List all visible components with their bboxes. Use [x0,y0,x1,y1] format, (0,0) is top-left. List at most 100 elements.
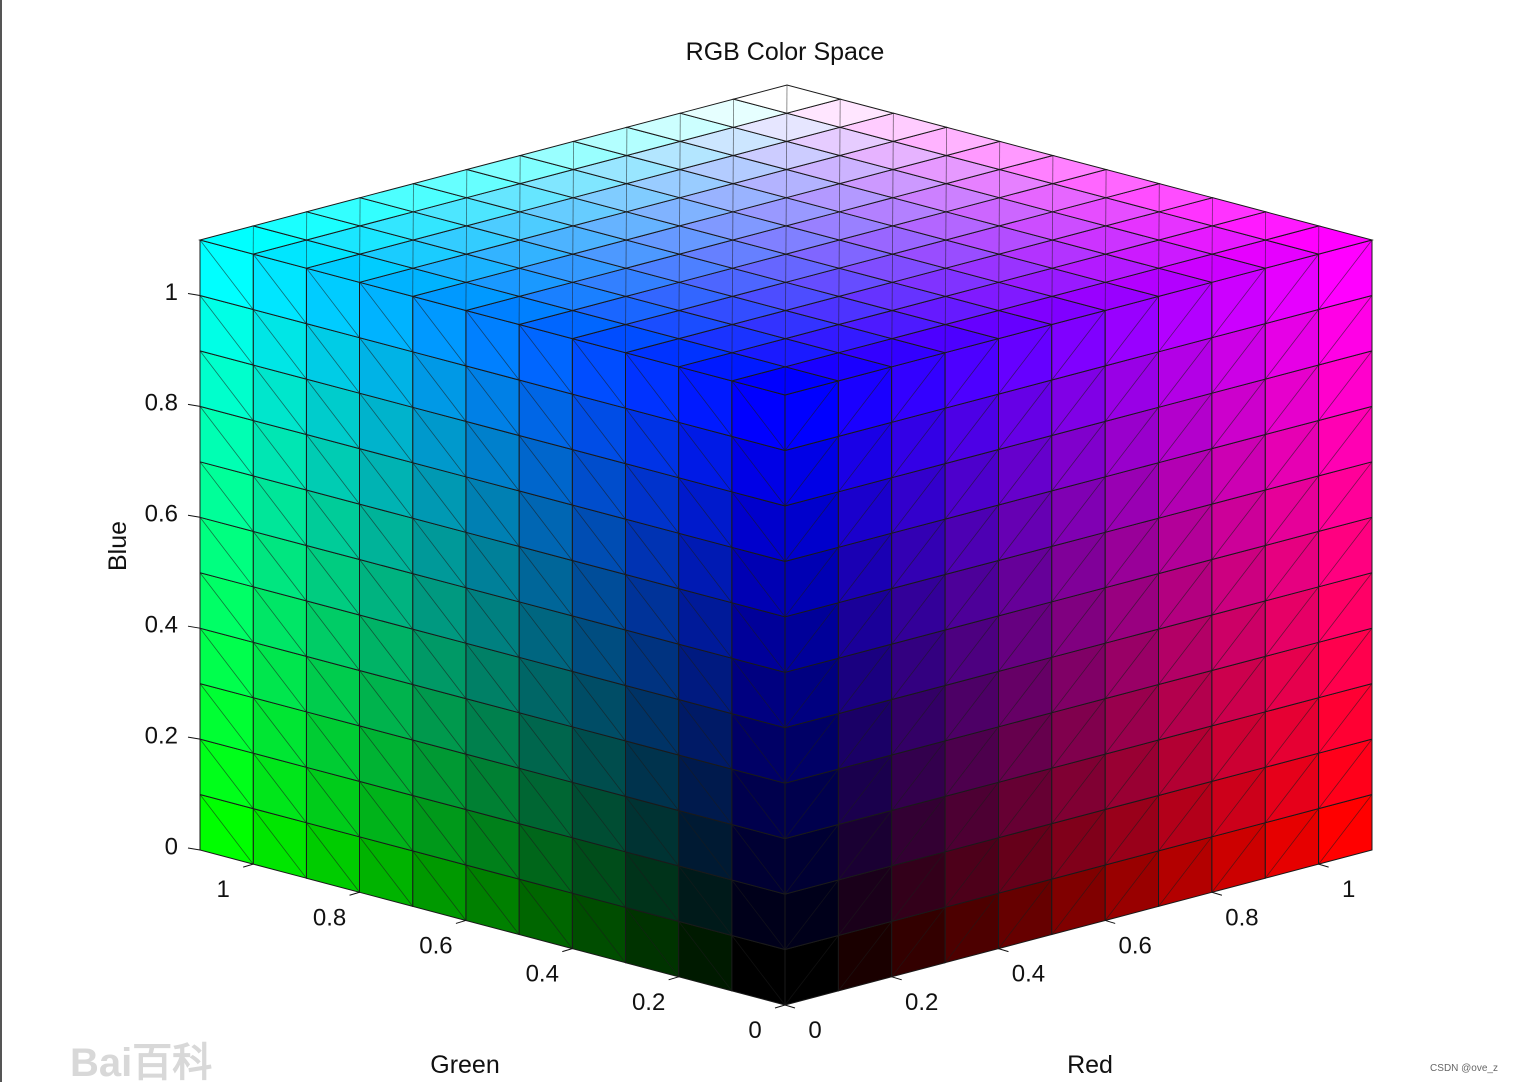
cell-diagonal [944,504,999,575]
cell-diagonal [731,879,786,950]
cell-diagonal [998,601,1053,672]
cell-diagonal [731,824,786,895]
cell-diagonal [199,517,254,588]
cell-diagonal [784,824,839,895]
cell-diagonal [199,461,254,532]
cell-diagonal [518,712,573,783]
cell-diagonal [838,754,893,825]
cell-diagonal [306,489,360,560]
cell-diagonal [838,422,893,493]
z-tick-label: 0.2 [145,722,178,749]
cell-diagonal [998,767,1053,838]
cell-diagonal [359,614,414,685]
cell-diagonal [465,476,520,547]
cell-diagonal [412,462,467,533]
cell-diagonal [1158,614,1213,685]
x-tick-mark [1211,891,1223,896]
y-tick-mark [562,948,573,953]
cell-diagonal [1051,809,1106,880]
y-tick-mark [349,891,360,896]
cell-diagonal [1318,406,1373,477]
cell-diagonal [784,768,839,839]
cell-diagonal [465,532,520,603]
cell-diagonal [1264,586,1319,657]
cell-diagonal [1211,489,1266,560]
cell-diagonal [891,463,946,534]
cell-diagonal [784,436,839,507]
cell-diagonal [465,365,520,436]
z-tick-label: 0.4 [145,612,178,639]
cell-diagonal [465,809,520,880]
cell-diagonal [412,684,467,755]
cell-diagonal [1264,752,1319,823]
cell-diagonal [1104,296,1159,367]
cell-diagonal [784,713,839,784]
cell-diagonal [412,296,467,367]
cell-diagonal [678,810,733,881]
cell-diagonal [1158,503,1213,574]
cell-diagonal [731,657,786,728]
cell-diagonal [998,490,1053,561]
cell-diagonal [252,253,307,324]
cell-diagonal [891,740,946,811]
cell-diagonal [1318,295,1373,366]
cell-diagonal [1264,475,1319,546]
cell-diagonal [784,602,839,673]
cell-diagonal [412,850,467,921]
cell-diagonal [998,435,1053,506]
cell-diagonal [1318,794,1373,865]
cell-diagonal [891,851,946,922]
cell-diagonal [252,364,307,435]
cell-diagonal [1051,532,1106,603]
cell-diagonal [1211,378,1266,449]
cell-diagonal [625,685,679,756]
cell-diagonal [1264,642,1319,713]
cell-diagonal [1051,310,1106,381]
cell-diagonal [1264,309,1319,380]
cell-diagonal [1264,808,1319,879]
cell-diagonal [625,352,679,423]
cell-diagonal [1318,738,1373,809]
cell-diagonal [1264,420,1319,491]
cell-diagonal [1211,545,1266,616]
x-tick-mark [1105,919,1116,924]
cell-diagonal [678,754,733,825]
y-tick-mark [774,1004,786,1009]
cell-diagonal [252,642,307,713]
cell-diagonal [838,643,893,714]
cell-diagonal [465,642,520,713]
cell-diagonal [465,698,520,769]
y-tick-label: 0.8 [313,904,346,931]
cell-diagonal [359,725,414,796]
cell-diagonal [1104,684,1159,755]
cell-diagonal [252,475,307,546]
x-tick-label: 1 [1342,876,1355,903]
y-tick-label: 0.2 [632,989,665,1016]
cell-diagonal [678,422,733,493]
cell-diagonal [571,892,626,963]
cell-diagonal [306,600,360,671]
y-tick-mark [455,919,467,924]
cell-diagonal [306,267,360,338]
cell-diagonal [359,337,414,408]
cell-diagonal [1051,365,1106,436]
cell-diagonal [571,782,626,853]
cell-diagonal [1318,683,1373,754]
cell-diagonal [518,878,573,949]
cell-diagonal [199,406,254,477]
cell-diagonal [1104,517,1159,588]
cell-diagonal [518,823,573,894]
z-tick-mark [187,625,201,629]
cell-diagonal [944,837,999,908]
cell-diagonal [1158,781,1213,852]
cell-diagonal [838,532,893,603]
cell-diagonal [731,768,786,839]
cell-diagonal [731,436,786,507]
cell-diagonal [571,393,626,464]
cell-diagonal [359,282,414,353]
cell-diagonal [891,407,946,478]
cell-diagonal [1211,600,1266,671]
cell-diagonal [359,559,414,630]
cell-diagonal [1104,573,1159,644]
